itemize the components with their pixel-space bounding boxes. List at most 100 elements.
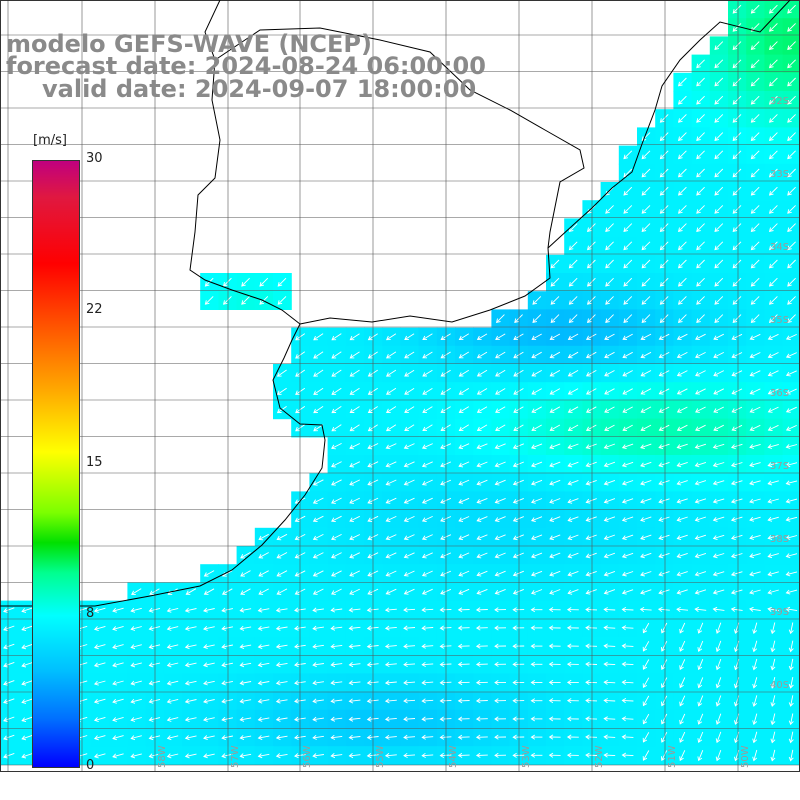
wind-arrow (112, 625, 124, 631)
wind-arrow (677, 259, 687, 269)
wind-arrow (3, 643, 15, 650)
wind-arrow (641, 314, 651, 324)
wind-arrow (422, 424, 433, 432)
latitude-label: 34S (770, 242, 789, 253)
wind-arrow (130, 735, 142, 741)
wind-arrow (658, 571, 670, 577)
wind-arrow (549, 552, 561, 559)
wind-arrow (767, 571, 779, 577)
wind-arrow (313, 333, 324, 341)
wind-arrow (750, 205, 760, 214)
wind-arrow (549, 406, 561, 413)
wind-arrow (677, 241, 687, 251)
wind-arrow (385, 534, 397, 541)
wind-arrow (476, 588, 488, 595)
wind-arrow (697, 640, 704, 652)
wind-arrow (422, 351, 433, 359)
wind-arrow (458, 516, 470, 522)
wind-arrow (787, 23, 796, 32)
wind-arrow (641, 241, 651, 251)
wind-arrow (696, 205, 705, 214)
wind-arrow (658, 589, 670, 595)
wind-arrow (603, 752, 616, 758)
wind-arrow (641, 205, 651, 214)
wind-arrow (768, 296, 778, 305)
wind-arrow (458, 552, 470, 559)
wind-arrow (494, 534, 506, 541)
wind-arrow (785, 462, 798, 468)
wind-arrow (476, 424, 488, 432)
wind-arrow (3, 625, 15, 632)
wind-arrow (457, 661, 470, 667)
wind-arrow (495, 333, 506, 341)
wind-arrow (385, 515, 397, 522)
wind-arrow (787, 186, 796, 196)
wind-arrow (130, 644, 142, 650)
wind-arrow (348, 716, 361, 722)
wind-arrow (404, 333, 415, 341)
wind-arrow (385, 443, 397, 450)
wind-arrow (767, 498, 779, 504)
wind-arrow (349, 570, 360, 577)
wind-arrow (531, 498, 543, 504)
wind-arrow (640, 333, 652, 341)
wind-arrow (277, 296, 287, 305)
wind-arrow (712, 480, 725, 486)
wind-arrow (531, 570, 543, 577)
wind-arrow (222, 296, 232, 305)
wind-arrow (349, 461, 360, 468)
wind-arrow (203, 680, 215, 686)
wind-arrow (730, 589, 743, 595)
wind-arrow (3, 680, 15, 686)
wind-arrow (730, 443, 743, 450)
wind-arrow (403, 680, 416, 686)
wind-arrow (785, 333, 797, 340)
wind-arrow (679, 622, 686, 634)
wind-arrow (695, 388, 706, 395)
wind-arrow (312, 552, 324, 559)
wind-arrow (770, 713, 776, 726)
wind-arrow (788, 713, 794, 726)
wind-arrow (532, 296, 542, 305)
latitude-label: 35S (770, 315, 789, 326)
wind-arrow (770, 622, 776, 635)
wind-arrow (640, 443, 652, 450)
wind-arrow (331, 570, 342, 577)
wind-arrow (785, 388, 797, 395)
wind-arrow (514, 314, 523, 324)
wind-arrow (785, 424, 797, 431)
title-model: modelo GEFS-WAVE (NCEP) (6, 30, 372, 58)
wind-arrow (422, 333, 433, 341)
wind-arrow (676, 571, 688, 577)
wind-arrow (642, 713, 650, 725)
wind-arrow (312, 716, 324, 722)
wind-arrow (658, 516, 670, 522)
wind-arrow (385, 570, 397, 577)
wind-arrow (275, 716, 288, 722)
wind-arrow (732, 23, 742, 32)
wind-arrow (640, 534, 652, 541)
wind-arrow (21, 716, 33, 723)
wind-arrow (623, 277, 633, 287)
wind-arrow (241, 296, 250, 305)
wind-arrow (457, 607, 470, 613)
colorbar-tick: 15 (86, 455, 103, 470)
wind-arrow (621, 461, 634, 468)
wind-arrow (331, 387, 342, 395)
wind-arrow (752, 713, 758, 726)
wind-arrow (312, 570, 324, 577)
wind-arrow (603, 461, 616, 468)
wind-arrow (660, 640, 668, 652)
wind-arrow (567, 570, 579, 577)
coastline-line-east (299, 0, 791, 325)
wind-arrow (603, 589, 616, 595)
wind-arrow (21, 643, 33, 650)
wind-arrow (768, 150, 778, 160)
wind-arrow (166, 735, 179, 741)
wind-arrow (331, 406, 342, 414)
wind-arrow (385, 552, 397, 559)
wind-arrow (768, 223, 778, 233)
wind-arrow (749, 480, 761, 486)
wind-arrow (21, 607, 33, 613)
wind-arrow (404, 369, 415, 377)
